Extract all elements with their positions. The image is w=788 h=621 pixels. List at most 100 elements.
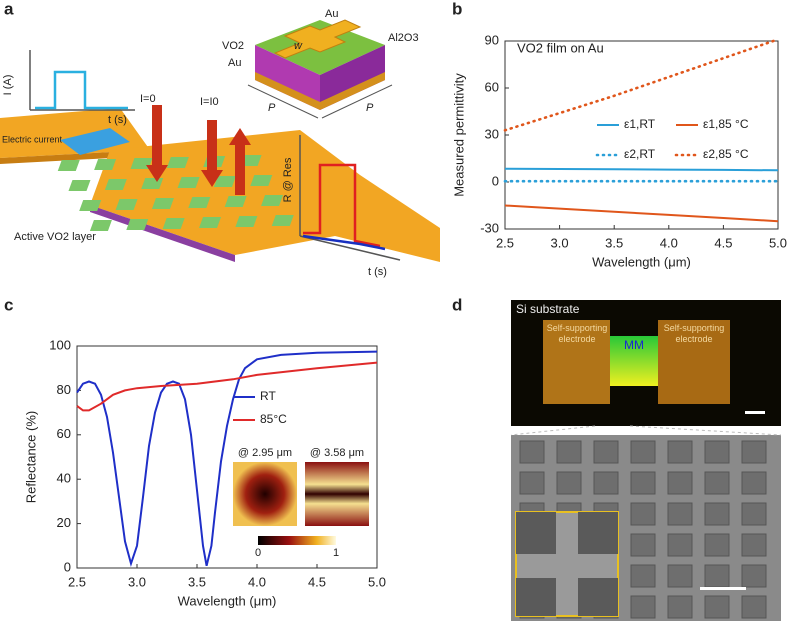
y-tick-label: 60	[57, 426, 71, 441]
y-tick-label: 20	[57, 515, 71, 530]
x-tick-label: 4.0	[660, 235, 678, 250]
electrode	[658, 320, 730, 404]
label: Self-supporting electrode	[546, 323, 608, 344]
sem-square	[667, 502, 693, 526]
sem-square	[630, 440, 656, 464]
axis-label: t (s)	[368, 266, 387, 278]
label: I=I0	[200, 96, 219, 108]
meta-cell	[224, 196, 247, 207]
pad-side	[90, 205, 235, 262]
x-tick-label: 3.0	[128, 574, 146, 589]
y-axis-label: Measured permittivity	[451, 73, 466, 197]
x-axis-label: Wavelength (μm)	[178, 593, 277, 608]
meta-cell	[68, 180, 91, 191]
label: Active VO2 layer	[14, 231, 96, 243]
cell-cross	[273, 19, 362, 59]
label: P	[268, 102, 276, 114]
sem-square	[741, 440, 767, 464]
sem-square	[741, 564, 767, 588]
meta-cell	[162, 218, 185, 229]
label: MM	[624, 338, 644, 352]
dim	[321, 84, 393, 119]
x-tick-label: 4.5	[308, 574, 326, 589]
meta-cell	[151, 198, 174, 209]
sem-square	[704, 440, 730, 464]
series-line	[76, 361, 378, 412]
label: VO2	[222, 40, 244, 52]
series-line	[76, 350, 378, 568]
metamaterial	[610, 336, 658, 386]
x-tick-label: 5.0	[368, 574, 386, 589]
sem-square	[704, 471, 730, 495]
label: Al2O3	[388, 32, 419, 44]
sem-square	[556, 471, 582, 495]
sem-square	[704, 502, 730, 526]
meta-cell	[79, 200, 102, 211]
meta-cell	[250, 175, 273, 186]
arrow	[146, 165, 168, 182]
cell-right	[320, 45, 385, 110]
label: I=0	[140, 93, 156, 105]
scale-bar	[700, 587, 746, 590]
sem-square	[593, 440, 619, 464]
pulse-blue	[302, 234, 386, 251]
sem-square	[741, 471, 767, 495]
label: Au	[228, 57, 241, 69]
y-tick-label: 80	[57, 382, 71, 397]
heatmap	[305, 462, 369, 526]
zoom-line	[510, 425, 596, 436]
meta-cell	[239, 155, 262, 166]
meta-cell	[57, 160, 80, 171]
y-tick-label: 90	[485, 32, 499, 47]
cell-base	[255, 72, 385, 110]
meta-cell	[177, 177, 200, 188]
x-tick-label: 4.0	[248, 574, 266, 589]
meta-cell	[213, 176, 236, 187]
legend-label: ε1,85 °C	[703, 117, 749, 131]
x-tick-label: 5.0	[769, 235, 787, 250]
x-tick-label: 2.5	[68, 574, 86, 589]
legend-label: RT	[260, 389, 276, 403]
arrow	[229, 128, 251, 145]
label: Electric current	[2, 134, 63, 144]
axis-label: t (s)	[108, 114, 127, 126]
sem-square	[630, 564, 656, 588]
plot-frame	[76, 345, 378, 569]
sem-square	[741, 595, 767, 619]
meta-cell	[115, 199, 138, 210]
legend-label: 85°C	[260, 412, 287, 426]
y-tick-label: 0	[64, 559, 71, 574]
dim	[247, 84, 319, 119]
colorbar-label: 1	[333, 547, 339, 559]
label: w	[294, 40, 303, 52]
meta-cell	[126, 219, 149, 230]
arrow	[235, 145, 245, 195]
x-tick-label: 4.5	[714, 235, 732, 250]
sem-square	[667, 533, 693, 557]
meta-cell	[94, 159, 117, 170]
panel-label: b	[452, 0, 462, 18]
legend-label: ε2,85 °C	[703, 147, 749, 161]
sem-square	[630, 502, 656, 526]
label: Self-supporting electrode	[663, 323, 725, 344]
scale-bar	[745, 411, 765, 414]
legend-label: ε2,RT	[624, 147, 656, 161]
y-axis-label: Reflectance (%)	[23, 411, 38, 503]
inset-label: @ 2.95 μm	[238, 447, 292, 459]
heatmap	[233, 462, 297, 526]
y-tick-label: 30	[485, 126, 499, 141]
panel-label: a	[4, 0, 14, 18]
meta-cell	[104, 179, 127, 190]
device-diagram	[0, 19, 440, 262]
colorbar	[258, 536, 336, 545]
axis-label: I (A)	[2, 75, 14, 96]
sem-square	[556, 440, 582, 464]
plot-frame	[504, 40, 779, 230]
sem-square	[630, 533, 656, 557]
y-tick-label: 100	[49, 337, 71, 352]
meta-cell	[235, 216, 258, 227]
arrow	[201, 170, 223, 187]
label: Si substrate	[516, 302, 580, 316]
